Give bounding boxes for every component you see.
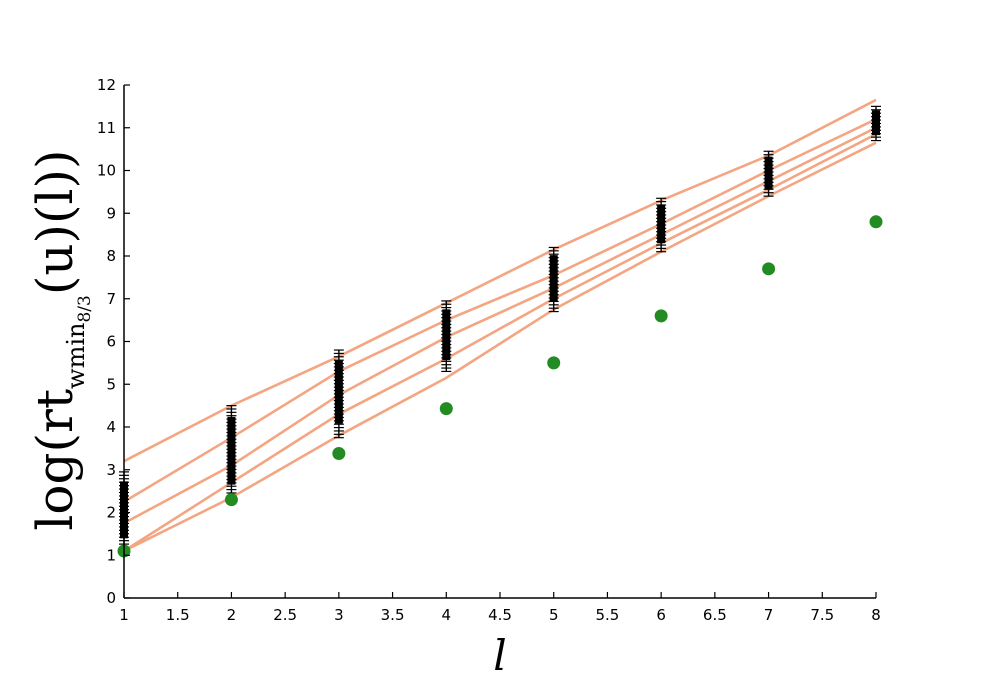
y-axis-title: log(rtwmin8/3(u)(l))	[26, 149, 95, 530]
y-tick-label: 8	[106, 247, 116, 265]
data-point	[654, 309, 668, 323]
y-tick-label: 10	[97, 162, 116, 180]
y-axis-title-prefix: log(rt	[26, 389, 84, 531]
y-tick-label: 6	[106, 333, 116, 351]
marker-core	[549, 255, 558, 302]
data-point	[439, 402, 453, 416]
y-tick-label: 5	[106, 375, 116, 393]
y-tick-label: 12	[97, 76, 116, 94]
x-tick-label: 7.5	[810, 606, 834, 624]
series-line	[123, 133, 877, 553]
y-axis-title-suffix: (u)(l))	[26, 149, 84, 295]
series-line	[123, 141, 877, 553]
marker-core	[657, 204, 666, 244]
x-tick-label: 5	[549, 606, 559, 624]
x-tick-label: 2.5	[273, 606, 297, 624]
y-tick-label: 0	[106, 589, 116, 607]
marker-cluster	[441, 300, 452, 373]
marker-cluster	[226, 405, 237, 501]
x-tick-label: 2	[227, 606, 237, 624]
y-axis-title-subsub: 8/3	[75, 295, 95, 322]
x-tick-label: 8	[871, 606, 881, 624]
y-tick-label: 11	[97, 119, 116, 137]
y-tick-label: 4	[106, 418, 116, 436]
y-tick-label: 9	[106, 204, 116, 222]
marker-cluster	[548, 246, 559, 313]
marker-core	[872, 110, 880, 136]
y-tick-label: 7	[106, 290, 116, 308]
marker-cluster	[871, 105, 881, 142]
x-tick-label: 3	[334, 606, 344, 624]
y-axis-title-subscript: wmin	[62, 323, 90, 389]
x-axis-title: l	[493, 631, 506, 680]
marker-cluster	[656, 197, 667, 253]
x-tick-label: 1.5	[166, 606, 190, 624]
axes-layer	[123, 85, 876, 599]
data-point	[224, 493, 238, 507]
series-line	[123, 98, 877, 463]
x-tick-label: 7	[764, 606, 774, 624]
data-point	[869, 215, 883, 229]
data-point	[547, 356, 561, 370]
marker-core	[764, 156, 773, 189]
marker-cluster	[333, 349, 344, 439]
series-layer	[117, 98, 883, 558]
y-tick-label: 1	[106, 546, 116, 564]
marker-cluster	[763, 150, 774, 197]
x-tick-label: 4.5	[488, 606, 512, 624]
x-tick-label: 4	[442, 606, 452, 624]
data-point	[332, 447, 346, 461]
y-tick-label: 3	[106, 461, 116, 479]
x-ticks: 1 1.5 2 2.5 3 3.5 4 4.5 5 5.5 6 6.5 7 7.5 8	[119, 592, 881, 624]
series-line	[123, 118, 877, 503]
x-tick-label: 6	[656, 606, 666, 624]
y-tick-label: 2	[106, 504, 116, 522]
marker-core	[227, 416, 236, 485]
x-tick-label: 3.5	[381, 606, 405, 624]
x-tick-label: 6.5	[703, 606, 727, 624]
series-line	[123, 126, 877, 525]
marker-core	[442, 309, 451, 361]
x-tick-label: 1	[119, 606, 129, 624]
x-tick-label: 5.5	[595, 606, 619, 624]
data-point	[762, 262, 776, 276]
marker-core	[334, 360, 343, 424]
